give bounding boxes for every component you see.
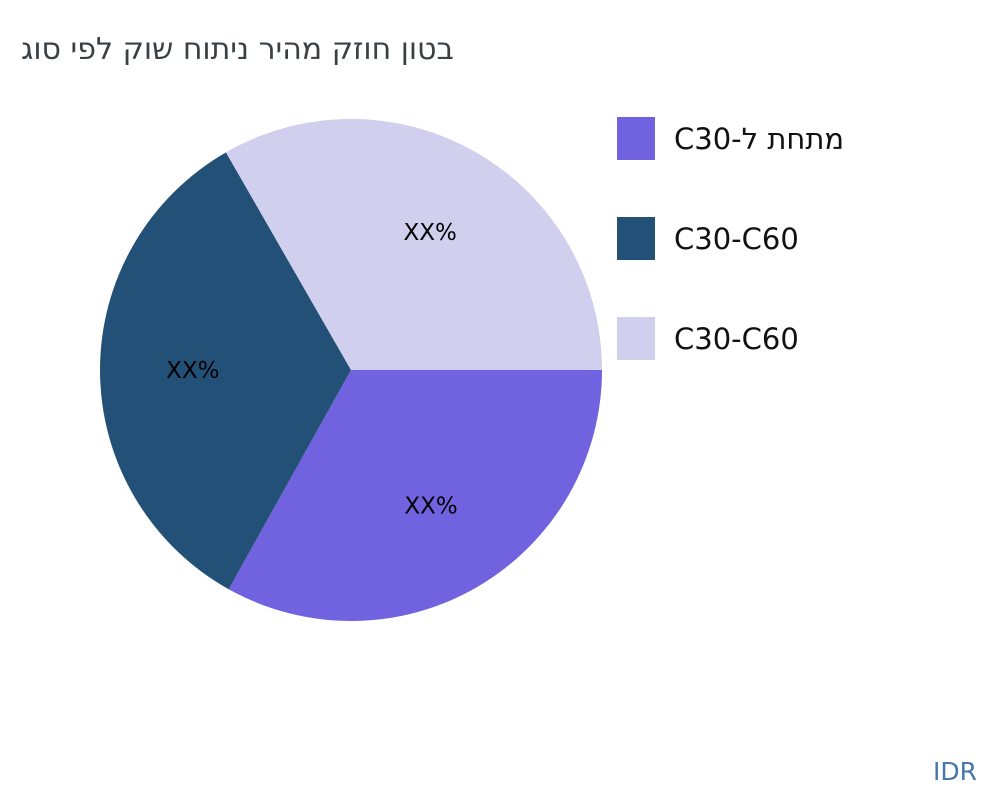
pie-slice-percent-label: XX% xyxy=(404,220,457,246)
legend-label: C30-C60 xyxy=(674,221,799,256)
pie-slice-1 xyxy=(99,152,352,590)
pie-slice-2 xyxy=(225,118,602,370)
currency-watermark: IDR xyxy=(933,757,977,786)
legend-item: C30-C60 xyxy=(617,317,844,360)
chart-title: בטון חוזק מהיר ניתוח שוק לפי סוג xyxy=(21,32,454,67)
legend-swatch xyxy=(617,117,655,160)
legend: מתחת ל-C30 C30-C60 C30-C60 xyxy=(617,117,844,360)
legend-swatch xyxy=(617,317,655,360)
legend-item: מתחת ל-C30 xyxy=(617,117,844,160)
legend-label: מתחת ל-C30 xyxy=(674,121,845,156)
legend-swatch xyxy=(617,217,655,260)
pie-slice-percent-label: XX% xyxy=(404,493,457,519)
legend-item: C30-C60 xyxy=(617,217,844,260)
pie-slice-percent-label: XX% xyxy=(166,358,219,384)
legend-label: C30-C60 xyxy=(674,321,799,356)
pie-slice-0 xyxy=(228,370,602,622)
